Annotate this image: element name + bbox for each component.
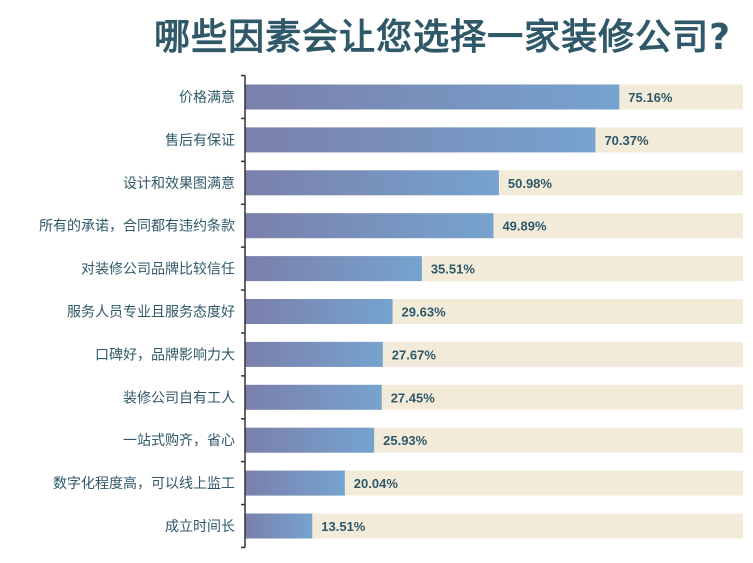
- tick-label: 设计和效果图满意: [123, 175, 235, 192]
- bar: [245, 84, 620, 110]
- bar: [245, 513, 313, 539]
- data-label: 27.45%: [391, 390, 436, 405]
- bar: [245, 427, 375, 453]
- bar-track: [245, 513, 743, 539]
- tick-label: 服务人员专业且服务态度好: [67, 305, 235, 321]
- data-label: 27.67%: [392, 347, 437, 362]
- bar: [245, 213, 494, 239]
- data-label: 29.63%: [402, 305, 447, 320]
- data-label: 35.51%: [431, 262, 476, 277]
- tick-label: 口碑好，品牌影响力大: [95, 346, 235, 363]
- data-label: 70.37%: [604, 133, 649, 148]
- chart-title: 哪些因素会让您选择一家装修公司?: [154, 17, 731, 58]
- bar: [245, 299, 393, 324]
- tick-label: 装修公司自有工人: [123, 390, 235, 406]
- bar: [245, 170, 499, 196]
- bar: [245, 341, 383, 367]
- tick-label: 数字化程度高，可以线上监工: [53, 475, 235, 492]
- data-label: 13.51%: [321, 519, 366, 534]
- bar: [245, 470, 345, 496]
- data-label: 20.04%: [354, 476, 399, 491]
- data-label: 25.93%: [383, 433, 428, 448]
- tick-label: 成立时间长: [165, 519, 235, 535]
- tick-label: 对装修公司品牌比较信任: [81, 261, 235, 278]
- bar: [245, 127, 596, 153]
- data-label: 50.98%: [508, 176, 553, 191]
- tick-label: 一站式购齐，省心: [123, 433, 235, 449]
- data-label: 49.89%: [502, 219, 547, 234]
- bar: [245, 384, 382, 410]
- tick-label: 售后有保证: [165, 133, 235, 149]
- data-label: 75.16%: [628, 90, 673, 105]
- tick-label: 所有的承诺，合同都有违约条款: [39, 218, 235, 235]
- tick-label: 价格满意: [179, 89, 235, 106]
- bar: [245, 256, 422, 282]
